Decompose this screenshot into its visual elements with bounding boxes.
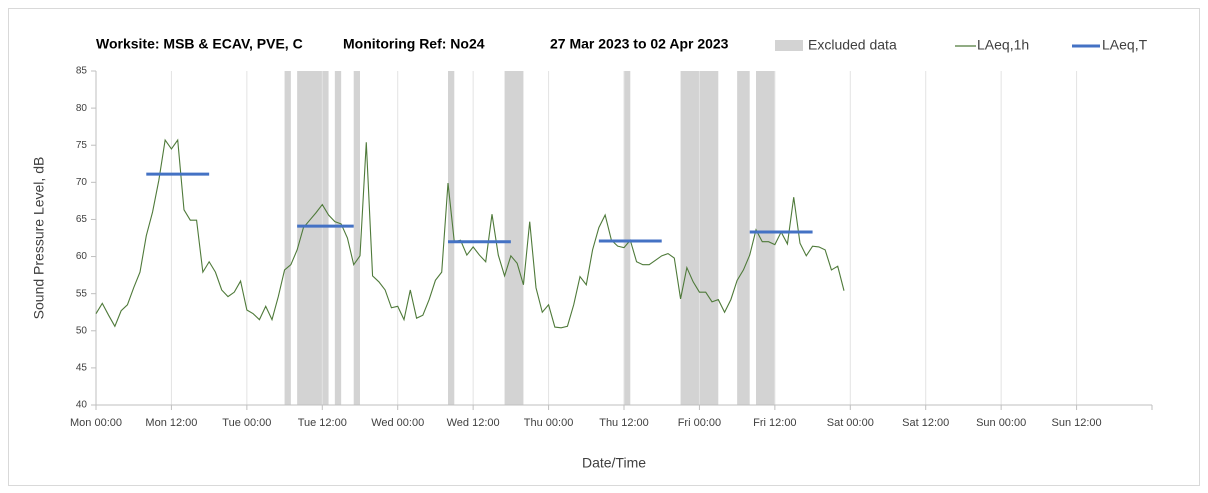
x-axis-label: Date/Time xyxy=(582,455,646,471)
y-tick-label: 45 xyxy=(76,363,88,374)
y-tick-label: 85 xyxy=(76,66,88,77)
legend-swatch xyxy=(775,40,803,51)
x-tick-label: Sun 00:00 xyxy=(976,417,1026,429)
chart-title: Worksite: MSB & ECAV, PVE, C xyxy=(96,36,303,52)
laeq-1h-line xyxy=(95,138,845,329)
y-tick-label: 55 xyxy=(76,288,88,299)
y-tick-label: 60 xyxy=(76,251,88,262)
y-tick-label: 80 xyxy=(76,103,88,114)
x-tick-label: Fri 12:00 xyxy=(753,417,796,429)
excluded-band xyxy=(353,71,360,405)
x-tick-label: Thu 12:00 xyxy=(599,417,649,429)
legend-label: Excluded data xyxy=(808,37,897,53)
y-tick-label: 75 xyxy=(76,140,88,151)
y-tick-label: 70 xyxy=(76,177,88,188)
excluded-band xyxy=(448,71,455,405)
x-tick-label: Tue 00:00 xyxy=(222,417,271,429)
excluded-band xyxy=(297,71,329,405)
excluded-band xyxy=(504,71,524,405)
x-tick-label: Sat 00:00 xyxy=(827,417,874,429)
excluded-band xyxy=(756,71,775,405)
legend-label: LAeq,T xyxy=(1102,37,1148,53)
x-tick-label: Mon 00:00 xyxy=(70,417,122,429)
excluded-band xyxy=(737,71,750,405)
x-tick-label: Sun 12:00 xyxy=(1051,417,1101,429)
period: 27 Mar 2023 to 02 Apr 2023 xyxy=(550,36,729,52)
y-tick-label: 40 xyxy=(76,400,88,411)
y-axis-label: Sound Pressure Level, dB xyxy=(31,157,47,320)
excluded-band xyxy=(334,71,342,405)
legend-label: LAeq,1h xyxy=(977,37,1029,53)
excluded-band xyxy=(284,71,291,405)
y-tick-label: 50 xyxy=(76,325,88,336)
x-tick-label: Tue 12:00 xyxy=(298,417,347,429)
y-tick-label: 65 xyxy=(76,214,88,225)
x-tick-label: Fri 00:00 xyxy=(678,417,721,429)
x-tick-label: Thu 00:00 xyxy=(524,417,574,429)
x-tick-label: Mon 12:00 xyxy=(145,417,197,429)
x-tick-label: Wed 12:00 xyxy=(447,417,500,429)
x-tick-label: Sat 12:00 xyxy=(902,417,949,429)
chart-frame xyxy=(8,8,1200,486)
excluded-band xyxy=(624,71,631,405)
x-tick-label: Wed 00:00 xyxy=(371,417,424,429)
monitoring-ref: Monitoring Ref: No24 xyxy=(343,36,485,52)
